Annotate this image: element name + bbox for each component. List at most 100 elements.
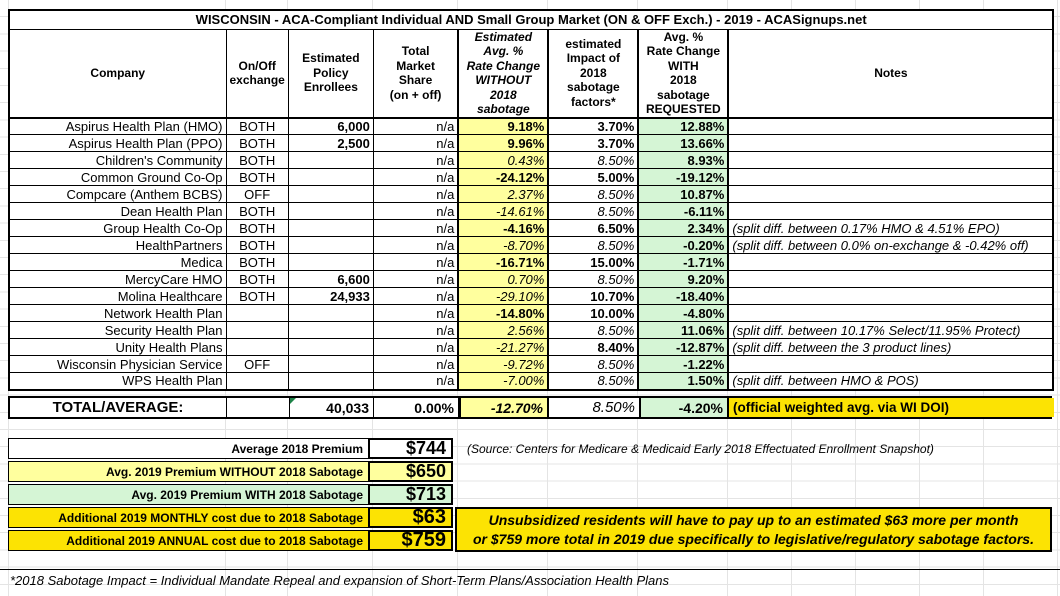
cell-with-sabotage[interactable]: 8.93% [637, 151, 730, 169]
cell-exchange[interactable]: BOTH [225, 287, 289, 305]
cell-company[interactable]: WPS Health Plan [8, 372, 227, 390]
cell-without-sabotage[interactable]: 0.43% [457, 151, 550, 169]
cell-enrollees[interactable] [287, 185, 374, 203]
cell-enrollees[interactable]: 24,933 [287, 287, 374, 305]
summary-label[interactable]: Average 2018 Premium [8, 438, 368, 459]
column-header-notes[interactable]: Notes [727, 28, 1054, 119]
cell-market-share[interactable]: n/a [372, 287, 459, 305]
cell-with-sabotage[interactable]: -0.20% [637, 236, 730, 254]
column-header-without-sabotage[interactable]: Estimated Avg. % Rate Change WITHOUT 201… [457, 28, 550, 119]
cell-with-sabotage[interactable]: 9.20% [637, 270, 730, 288]
cell-sabotage-impact[interactable]: 6.50% [547, 219, 639, 237]
cell-note[interactable]: (split diff. between 0.0% on-exchange & … [727, 236, 1054, 254]
cell-with-sabotage[interactable]: -1.71% [637, 253, 730, 271]
column-header-with-sabotage[interactable]: Avg. % Rate Change WITH 2018 sabotage RE… [637, 28, 730, 119]
cell-market-share[interactable]: n/a [372, 168, 459, 186]
cell-enrollees[interactable] [287, 168, 374, 186]
cell-enrollees[interactable] [287, 219, 374, 237]
cell-without-sabotage[interactable]: -24.12% [457, 168, 550, 186]
cell-exchange[interactable]: BOTH [225, 219, 289, 237]
cell-note[interactable] [727, 304, 1054, 322]
cell-company[interactable]: Aspirus Health Plan (PPO) [8, 134, 227, 152]
cell-without-sabotage[interactable]: 2.37% [457, 185, 550, 203]
summary-label[interactable]: Avg. 2019 Premium WITHOUT 2018 Sabotage [8, 461, 368, 482]
cell-company[interactable]: MercyCare HMO [8, 270, 227, 288]
cell-market-share[interactable]: n/a [372, 185, 459, 203]
cell-sabotage-impact[interactable]: 8.50% [547, 151, 639, 169]
cell-without-sabotage[interactable]: 9.96% [457, 134, 550, 152]
cell-market-share[interactable]: n/a [372, 117, 459, 135]
column-header-market-share[interactable]: Total Market Share (on + off) [372, 28, 459, 119]
cell-exchange[interactable]: BOTH [225, 253, 289, 271]
cell-enrollees[interactable] [287, 372, 374, 390]
cell-enrollees[interactable] [287, 304, 374, 322]
cell-enrollees[interactable]: 6,600 [287, 270, 374, 288]
cell-note[interactable]: (split diff. between 0.17% HMO & 4.51% E… [727, 219, 1054, 237]
cell-sabotage-impact[interactable]: 8.50% [547, 185, 639, 203]
cell-without-sabotage[interactable]: -7.00% [457, 372, 550, 390]
cell-with-sabotage[interactable]: -18.40% [637, 287, 730, 305]
cell-company[interactable]: HealthPartners [8, 236, 227, 254]
cell-enrollees[interactable] [287, 236, 374, 254]
cell-enrollees[interactable] [287, 253, 374, 271]
cell-exchange[interactable] [225, 372, 289, 390]
cell-note[interactable]: (split diff. between HMO & POS) [727, 372, 1054, 390]
cell-market-share[interactable]: n/a [372, 321, 459, 339]
cell-market-share[interactable]: n/a [372, 355, 459, 373]
cell-with-sabotage[interactable]: 1.50% [637, 372, 730, 390]
cell-market-share[interactable]: n/a [372, 270, 459, 288]
cell-enrollees[interactable] [287, 321, 374, 339]
cell-with-sabotage[interactable]: -4.80% [637, 304, 730, 322]
cell-note[interactable] [727, 168, 1054, 186]
cell-exchange[interactable]: OFF [225, 355, 289, 373]
cell-sabotage-impact[interactable]: 8.50% [547, 372, 639, 390]
column-header-enrollees[interactable]: Estimated Policy Enrollees [287, 28, 374, 119]
page-title[interactable]: WISCONSIN - ACA-Compliant Individual AND… [8, 9, 1054, 30]
summary-value[interactable]: $744 [368, 438, 453, 459]
cell-with-sabotage[interactable]: -19.12% [637, 168, 730, 186]
summary-value[interactable]: $759 [368, 529, 453, 551]
cell-market-share[interactable]: n/a [372, 151, 459, 169]
cell-sabotage-impact[interactable]: 3.70% [547, 134, 639, 152]
cell-without-sabotage[interactable]: 2.56% [457, 321, 550, 339]
cell-without-sabotage[interactable]: -29.10% [457, 287, 550, 305]
cell-market-share[interactable]: n/a [372, 338, 459, 356]
cell-with-sabotage[interactable]: 10.87% [637, 185, 730, 203]
cell-company[interactable]: Children's Community [8, 151, 227, 169]
cell-sabotage-impact[interactable]: 10.00% [547, 304, 639, 322]
cell-company[interactable]: Wisconsin Physician Service [8, 355, 227, 373]
cell-with-sabotage[interactable]: 2.34% [637, 219, 730, 237]
cell-market-share[interactable]: n/a [372, 372, 459, 390]
cell-sabotage-impact[interactable]: 8.50% [547, 355, 639, 373]
cell-exchange[interactable]: BOTH [225, 236, 289, 254]
cell-enrollees[interactable] [287, 355, 374, 373]
cell-note[interactable] [727, 355, 1054, 373]
cell-company[interactable]: Aspirus Health Plan (HMO) [8, 117, 227, 135]
total-sabotage-impact[interactable]: 8.50% [592, 399, 635, 416]
cell-exchange[interactable]: BOTH [225, 151, 289, 169]
total-with-sabotage[interactable]: -4.20% [639, 398, 729, 417]
cell-without-sabotage[interactable]: -8.70% [457, 236, 550, 254]
cell-market-share[interactable]: n/a [372, 236, 459, 254]
cell-sabotage-impact[interactable]: 8.40% [547, 338, 639, 356]
cell-market-share[interactable]: n/a [372, 219, 459, 237]
cell-note[interactable] [727, 151, 1054, 169]
cell-exchange[interactable] [225, 321, 289, 339]
cell-sabotage-impact[interactable]: 8.50% [547, 270, 639, 288]
cell-company[interactable]: Group Health Co-Op [8, 219, 227, 237]
cell-sabotage-impact[interactable]: 10.70% [547, 287, 639, 305]
cell-without-sabotage[interactable]: 0.70% [457, 270, 550, 288]
cell-with-sabotage[interactable]: -1.22% [637, 355, 730, 373]
cell-enrollees[interactable] [287, 338, 374, 356]
cell-note[interactable]: (split diff. between 10.17% Select/11.95… [727, 321, 1054, 339]
total-enrollees-cell[interactable]: 40,033 [289, 398, 374, 417]
total-label[interactable]: TOTAL/AVERAGE: [10, 398, 227, 417]
cell-note[interactable] [727, 287, 1054, 305]
cell-with-sabotage[interactable]: -12.87% [637, 338, 730, 356]
summary-value[interactable]: $650 [368, 461, 453, 482]
cell-enrollees[interactable]: 2,500 [287, 134, 374, 152]
cell-exchange[interactable]: BOTH [225, 202, 289, 220]
cell-without-sabotage[interactable]: -14.61% [457, 202, 550, 220]
cell-market-share[interactable]: n/a [372, 253, 459, 271]
cell-exchange[interactable]: BOTH [225, 134, 289, 152]
